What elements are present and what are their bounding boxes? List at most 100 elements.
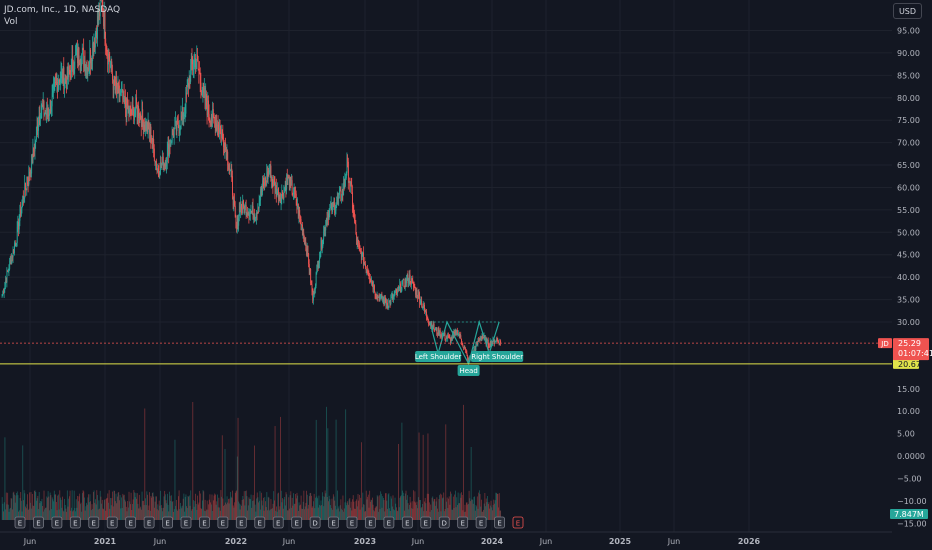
candle-body: [101, 0, 103, 9]
candle-body: [325, 225, 327, 231]
earnings-marker[interactable]: E: [475, 516, 487, 529]
volume-bar: [81, 511, 83, 520]
volume-bar: [162, 507, 164, 520]
candle-body: [84, 60, 86, 73]
volume-bar: [232, 505, 234, 520]
earnings-marker[interactable]: E: [125, 516, 137, 529]
x-tick-label: Jun: [153, 537, 167, 546]
volume-bar: [85, 506, 87, 520]
volume-bar: [171, 495, 172, 520]
volume-bar: [285, 492, 287, 520]
candle-body: [121, 91, 122, 93]
candle-body: [328, 211, 330, 220]
volume-bar: [284, 497, 286, 520]
earnings-marker[interactable]: E: [365, 516, 376, 529]
volume-bar: [191, 510, 192, 520]
candle-body: [63, 67, 65, 90]
earnings-marker[interactable]: E: [162, 516, 173, 529]
earnings-marker[interactable]: E: [494, 516, 505, 529]
currency-button[interactable]: USD: [893, 3, 922, 19]
volume-bar: [385, 493, 387, 520]
earnings-marker[interactable]: E: [180, 516, 192, 529]
candle-body: [346, 157, 348, 173]
earnings-marker[interactable]: E: [346, 516, 358, 529]
candle-body: [147, 122, 148, 133]
earnings-marker[interactable]: E: [457, 516, 469, 529]
volume-bar: [260, 509, 262, 520]
candle-body: [456, 329, 458, 336]
volume-bar: [418, 432, 420, 520]
earnings-marker[interactable]: E: [33, 516, 44, 529]
candle-body: [9, 261, 11, 270]
earnings-marker[interactable]: E: [401, 516, 413, 529]
volume-bar: [117, 492, 119, 520]
candle-body: [446, 337, 448, 339]
volume-bar: [143, 505, 145, 520]
volume-bar: [384, 511, 386, 520]
volume-bar: [441, 494, 443, 520]
volume-bar: [311, 507, 313, 520]
pattern-label-bg: [471, 351, 524, 362]
earnings-marker[interactable]: E: [383, 516, 395, 529]
volume-bar: [287, 510, 289, 520]
candle-body: [243, 200, 244, 206]
volume-bar: [240, 504, 242, 520]
earnings-marker[interactable]: E: [254, 516, 266, 529]
earnings-marker[interactable]: E: [235, 516, 247, 529]
candle-body: [414, 287, 416, 289]
earnings-marker[interactable]: E: [199, 516, 210, 529]
earnings-marker[interactable]: D: [309, 516, 321, 529]
volume-bar: [420, 499, 421, 520]
earnings-marker[interactable]: E: [291, 516, 303, 529]
candle-body: [387, 303, 388, 308]
volume-bar: [356, 506, 358, 520]
volume-bar: [439, 495, 441, 520]
candle-body: [267, 170, 269, 179]
earnings-marker[interactable]: E: [328, 516, 339, 529]
earnings-marker[interactable]: E: [14, 516, 26, 529]
candle-body: [377, 294, 379, 298]
candle-body: [152, 138, 154, 145]
candle-body: [116, 81, 118, 88]
candle-body: [383, 299, 385, 305]
candle-body: [150, 126, 152, 142]
earnings-marker[interactable]: E: [512, 516, 524, 529]
volume-bar: [433, 499, 435, 520]
volume-bar: [426, 493, 428, 520]
volume-bar: [123, 494, 125, 520]
earnings-marker[interactable]: E: [217, 516, 229, 529]
volume-bar: [368, 507, 370, 520]
earnings-marker[interactable]: E: [143, 516, 155, 529]
candle-body: [73, 69, 75, 74]
volume-bar: [160, 505, 162, 520]
volume-bar: [191, 509, 193, 520]
candle-body: [256, 212, 258, 214]
earnings-marker[interactable]: E: [51, 516, 63, 529]
candle-body: [458, 333, 460, 335]
volume-bar: [391, 506, 393, 520]
earnings-marker[interactable]: E: [420, 516, 432, 529]
earnings-marker[interactable]: D: [438, 516, 450, 529]
earnings-marker[interactable]: E: [69, 516, 81, 529]
candle-body: [341, 190, 343, 200]
candle-body: [402, 279, 404, 285]
candle-body: [149, 128, 151, 134]
volume-bar: [398, 507, 400, 520]
volume-bar: [371, 500, 373, 520]
volume-bar: [225, 504, 227, 520]
volume-bar: [363, 504, 365, 520]
candle-body: [494, 341, 496, 344]
candle-body: [123, 90, 125, 100]
volume-bar: [247, 505, 249, 520]
earnings-marker-letter: E: [202, 520, 206, 528]
volume-tick-label: 10.00: [897, 407, 920, 416]
earnings-marker[interactable]: E: [272, 516, 284, 529]
volume-bar: [193, 500, 194, 520]
candle-body: [241, 208, 243, 210]
earnings-marker[interactable]: E: [88, 516, 100, 529]
candle-body: [48, 114, 50, 116]
candle-body: [187, 82, 189, 86]
earnings-marker[interactable]: E: [106, 516, 118, 529]
volume-bar: [451, 509, 453, 520]
